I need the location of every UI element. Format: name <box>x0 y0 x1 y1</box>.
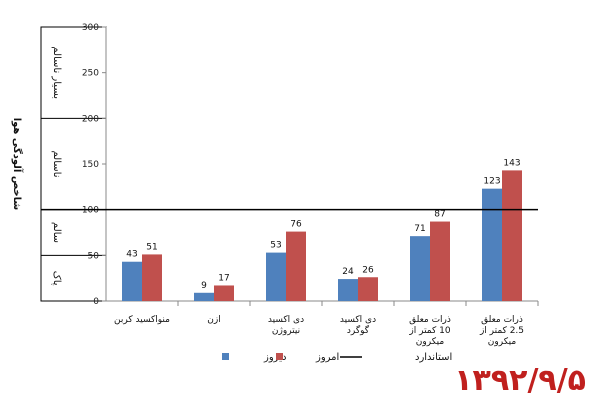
legend-swatch-yesterday <box>222 353 229 360</box>
bar-yesterday <box>338 279 358 301</box>
date-stamp: ۱۳۹۲/۹/۵ <box>454 363 586 398</box>
category-label: ازن <box>207 315 220 325</box>
bar-yesterday <box>194 292 214 301</box>
category-label: ذرات معلق <box>409 315 451 325</box>
y-tick-label: 50 <box>88 251 100 261</box>
category-label: 10 کمتر از <box>408 326 450 336</box>
category-label: نیتروژن <box>272 326 300 336</box>
y-tick-label: 200 <box>82 114 99 124</box>
band-label: سالم <box>51 222 62 243</box>
data-label: 51 <box>146 242 157 252</box>
data-label: 9 <box>201 281 207 291</box>
bar-today <box>214 285 234 301</box>
band-label: ناسالم <box>51 151 62 178</box>
category-label: میکرون <box>488 337 517 347</box>
data-label: 17 <box>218 273 229 283</box>
bar-today <box>142 254 162 301</box>
bar-today <box>286 231 306 301</box>
bar-yesterday <box>410 236 430 301</box>
legend-swatch-today <box>276 353 283 360</box>
bar-yesterday <box>266 252 286 301</box>
y-tick-label: 100 <box>82 206 99 216</box>
data-label: 53 <box>270 241 281 251</box>
category-label: میکرون <box>416 337 445 347</box>
band-label: بسیار ناسالم <box>51 46 62 99</box>
bar-yesterday <box>122 261 142 301</box>
legend-label-yesterday: دیروز <box>263 352 286 363</box>
y-axis-title: شاخص آلودگی هوا <box>11 118 24 211</box>
data-label: 43 <box>126 250 137 260</box>
y-tick-label: 300 <box>82 23 99 33</box>
data-label: 24 <box>342 267 354 277</box>
bar-yesterday <box>482 188 502 301</box>
category-label: دی اکسید <box>268 315 304 325</box>
data-label: 87 <box>434 210 445 220</box>
data-label: 71 <box>414 224 425 234</box>
y-tick-label: 0 <box>93 297 99 307</box>
legend-label-today: امروز <box>315 352 339 363</box>
bar-today <box>358 277 378 301</box>
legend-label-standard: استاندارد <box>415 352 452 363</box>
data-label: 26 <box>362 265 374 275</box>
data-label: 123 <box>483 177 500 187</box>
category-label: گوگرد <box>347 324 370 336</box>
category-label: منواکسید کربن <box>114 315 170 325</box>
bar-today <box>430 221 450 301</box>
category-label: 2.5 کمتر از <box>479 326 524 336</box>
y-tick-label: 250 <box>82 69 99 79</box>
data-label: 76 <box>290 220 302 230</box>
data-label: 143 <box>503 158 520 168</box>
category-label: دی اکسید <box>340 315 376 325</box>
bar-today <box>502 170 522 301</box>
y-tick-label: 150 <box>82 160 99 170</box>
band-label: پاک <box>51 271 62 286</box>
category-label: ذرات معلق <box>481 315 523 325</box>
